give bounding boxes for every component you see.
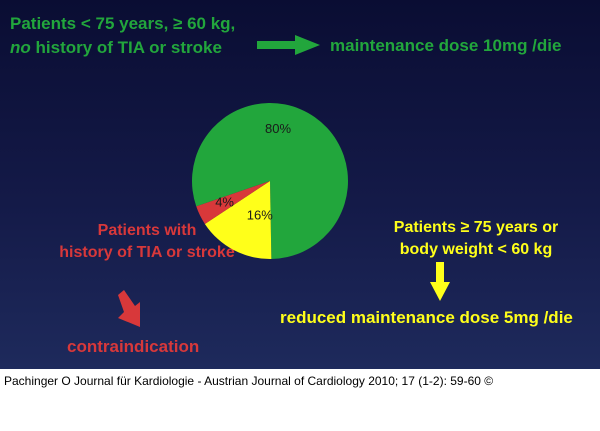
header-line-2-rest: history of TIA or stroke xyxy=(30,38,222,57)
down-arrow-icon xyxy=(430,262,450,301)
header-line-1: Patients < 75 years, ≥ 60 kg, xyxy=(10,14,236,33)
right-arrow-icon xyxy=(257,35,320,55)
pie-chart: 80% 16% 4% xyxy=(192,103,348,259)
elderly-line-2: body weight < 60 kg xyxy=(399,241,553,258)
slide: Patients < 75 years, ≥ 60 kg, no history… xyxy=(0,0,600,369)
pie-slice-label: 4% xyxy=(215,194,234,209)
reduced-dose-label: reduced maintenance dose 5mg /die xyxy=(280,308,573,327)
pie-slice xyxy=(196,181,270,224)
pie-slice xyxy=(192,103,348,259)
chart-canvas: 80% 16% 4% xyxy=(118,35,450,327)
maintenance-dose-label: maintenance dose 10mg /die xyxy=(330,36,562,55)
tia-patients-label: Patients with history of TIA or stroke xyxy=(38,220,256,264)
header-no-italic: no xyxy=(10,38,31,57)
header-text: Patients < 75 years, ≥ 60 kg, no history… xyxy=(10,12,235,60)
down-right-arrow-icon xyxy=(118,290,140,327)
contraindication-label: contraindication xyxy=(67,337,200,356)
header-line-2: no history of TIA or stroke xyxy=(10,36,235,60)
tia-line-2: history of TIA or stroke xyxy=(59,244,235,261)
pie-slice xyxy=(204,181,272,259)
pie-slice-label: 16% xyxy=(247,207,273,222)
elderly-patients-label: Patients ≥ 75 years or body weight < 60 … xyxy=(376,217,576,261)
pie-slice-label: 80% xyxy=(265,121,291,136)
elderly-line-1: Patients ≥ 75 years or xyxy=(393,219,559,236)
tia-line-1: Patients with xyxy=(97,222,197,239)
citation-footer: Pachinger O Journal für Kardiologie - Au… xyxy=(4,374,494,388)
